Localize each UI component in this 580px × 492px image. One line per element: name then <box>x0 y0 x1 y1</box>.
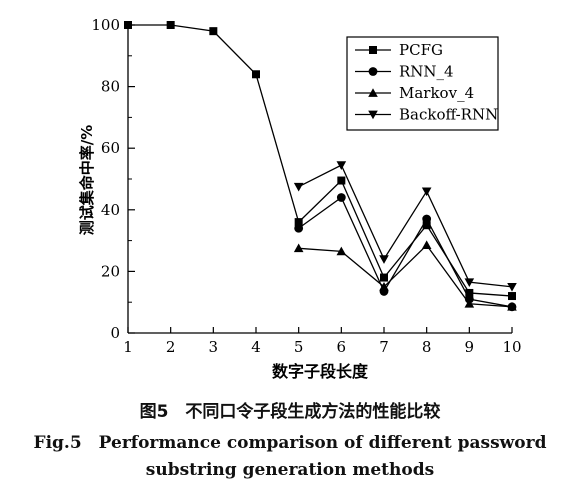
data-point-markov-4 <box>336 246 347 256</box>
x-tick-label: 3 <box>209 338 219 356</box>
data-point-pcfg <box>252 70 260 79</box>
legend-marker-markov-4 <box>368 88 378 97</box>
y-tick-label: 40 <box>101 201 120 219</box>
data-point-pcfg <box>294 218 303 227</box>
data-point-pcfg <box>380 273 388 282</box>
data-point-rnn-4 <box>294 223 304 233</box>
data-point-markov-4 <box>507 302 517 311</box>
figure-caption-english-line1: Fig.5 Performance comparison of differen… <box>33 433 547 453</box>
y-tick-label: 20 <box>101 262 120 280</box>
data-point-backoff-rnn <box>293 182 304 192</box>
y-axis-label: 测试集命中率/% <box>78 125 96 236</box>
data-point-markov-4 <box>421 240 432 250</box>
data-point-markov-4 <box>464 298 475 308</box>
legend-label-backoff-rnn: Backoff-RNN <box>399 106 498 124</box>
x-tick-label: 7 <box>379 338 389 356</box>
x-tick-label: 6 <box>337 338 347 356</box>
data-point-pcfg <box>422 221 431 230</box>
data-point-pcfg <box>465 288 474 297</box>
x-tick-label: 9 <box>465 338 475 356</box>
y-tick-label: 60 <box>101 139 120 157</box>
data-point-backoff-rnn <box>507 282 517 292</box>
data-point-pcfg <box>124 21 132 29</box>
x-tick-label: 4 <box>251 338 261 356</box>
x-tick-label: 1 <box>123 338 133 356</box>
x-tick-label: 8 <box>422 338 432 356</box>
y-tick-label: 0 <box>110 324 120 342</box>
data-point-pcfg <box>209 27 218 36</box>
data-point-markov-4 <box>379 282 389 291</box>
figure-caption-chinese: 图5 不同口令子段生成方法的性能比较 <box>139 402 441 422</box>
data-point-pcfg <box>337 176 346 185</box>
figure-caption-english-line2: substring generation methods <box>145 460 435 480</box>
data-point-backoff-rnn <box>336 161 347 170</box>
series-layer <box>124 21 517 312</box>
legend-label-pcfg: PCFG <box>399 41 443 59</box>
legend-marker-backoff-rnn <box>368 110 378 120</box>
data-point-backoff-rnn <box>379 255 389 264</box>
series-line-backoff-rnn <box>298 164 513 288</box>
legend-marker-pcfg <box>369 46 377 54</box>
data-point-backoff-rnn <box>421 187 432 197</box>
y-tick-label: 80 <box>101 78 120 96</box>
x-tick-label: 10 <box>502 338 521 356</box>
series-line-rnn-4 <box>298 196 513 308</box>
data-point-backoff-rnn <box>464 278 475 287</box>
y-tick-label: 100 <box>91 16 120 34</box>
data-point-rnn-4 <box>422 214 432 224</box>
data-point-markov-4 <box>293 243 304 253</box>
legend-label-rnn-4: RNN_4 <box>399 63 454 81</box>
x-tick-label: 5 <box>294 338 304 356</box>
series-line-markov-4 <box>298 244 513 308</box>
x-axis-label: 数字子段长度 <box>272 362 369 381</box>
legend: PCFG RNN_4 Markov_4 Backoff-RNN <box>346 36 499 131</box>
x-tick-label: 2 <box>166 338 176 356</box>
legend-label-markov-4: Markov_4 <box>399 84 474 102</box>
data-point-pcfg <box>166 21 175 29</box>
legend-marker-rnn-4 <box>368 67 378 76</box>
data-point-rnn-4 <box>336 193 346 202</box>
data-point-pcfg <box>508 292 516 301</box>
